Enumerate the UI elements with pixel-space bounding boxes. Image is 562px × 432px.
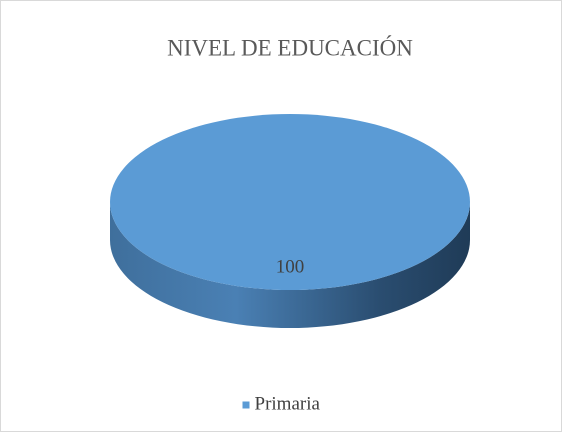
pie: 100 <box>110 114 470 328</box>
legend-marker <box>242 401 250 409</box>
legend: Primaria <box>242 393 321 414</box>
legend-label: Primaria <box>255 393 321 414</box>
pie-slice <box>110 114 470 290</box>
pie-side <box>110 202 470 328</box>
chart-title: NIVEL DE EDUCACIÓN <box>167 34 413 60</box>
data-label: 100 <box>276 256 305 277</box>
